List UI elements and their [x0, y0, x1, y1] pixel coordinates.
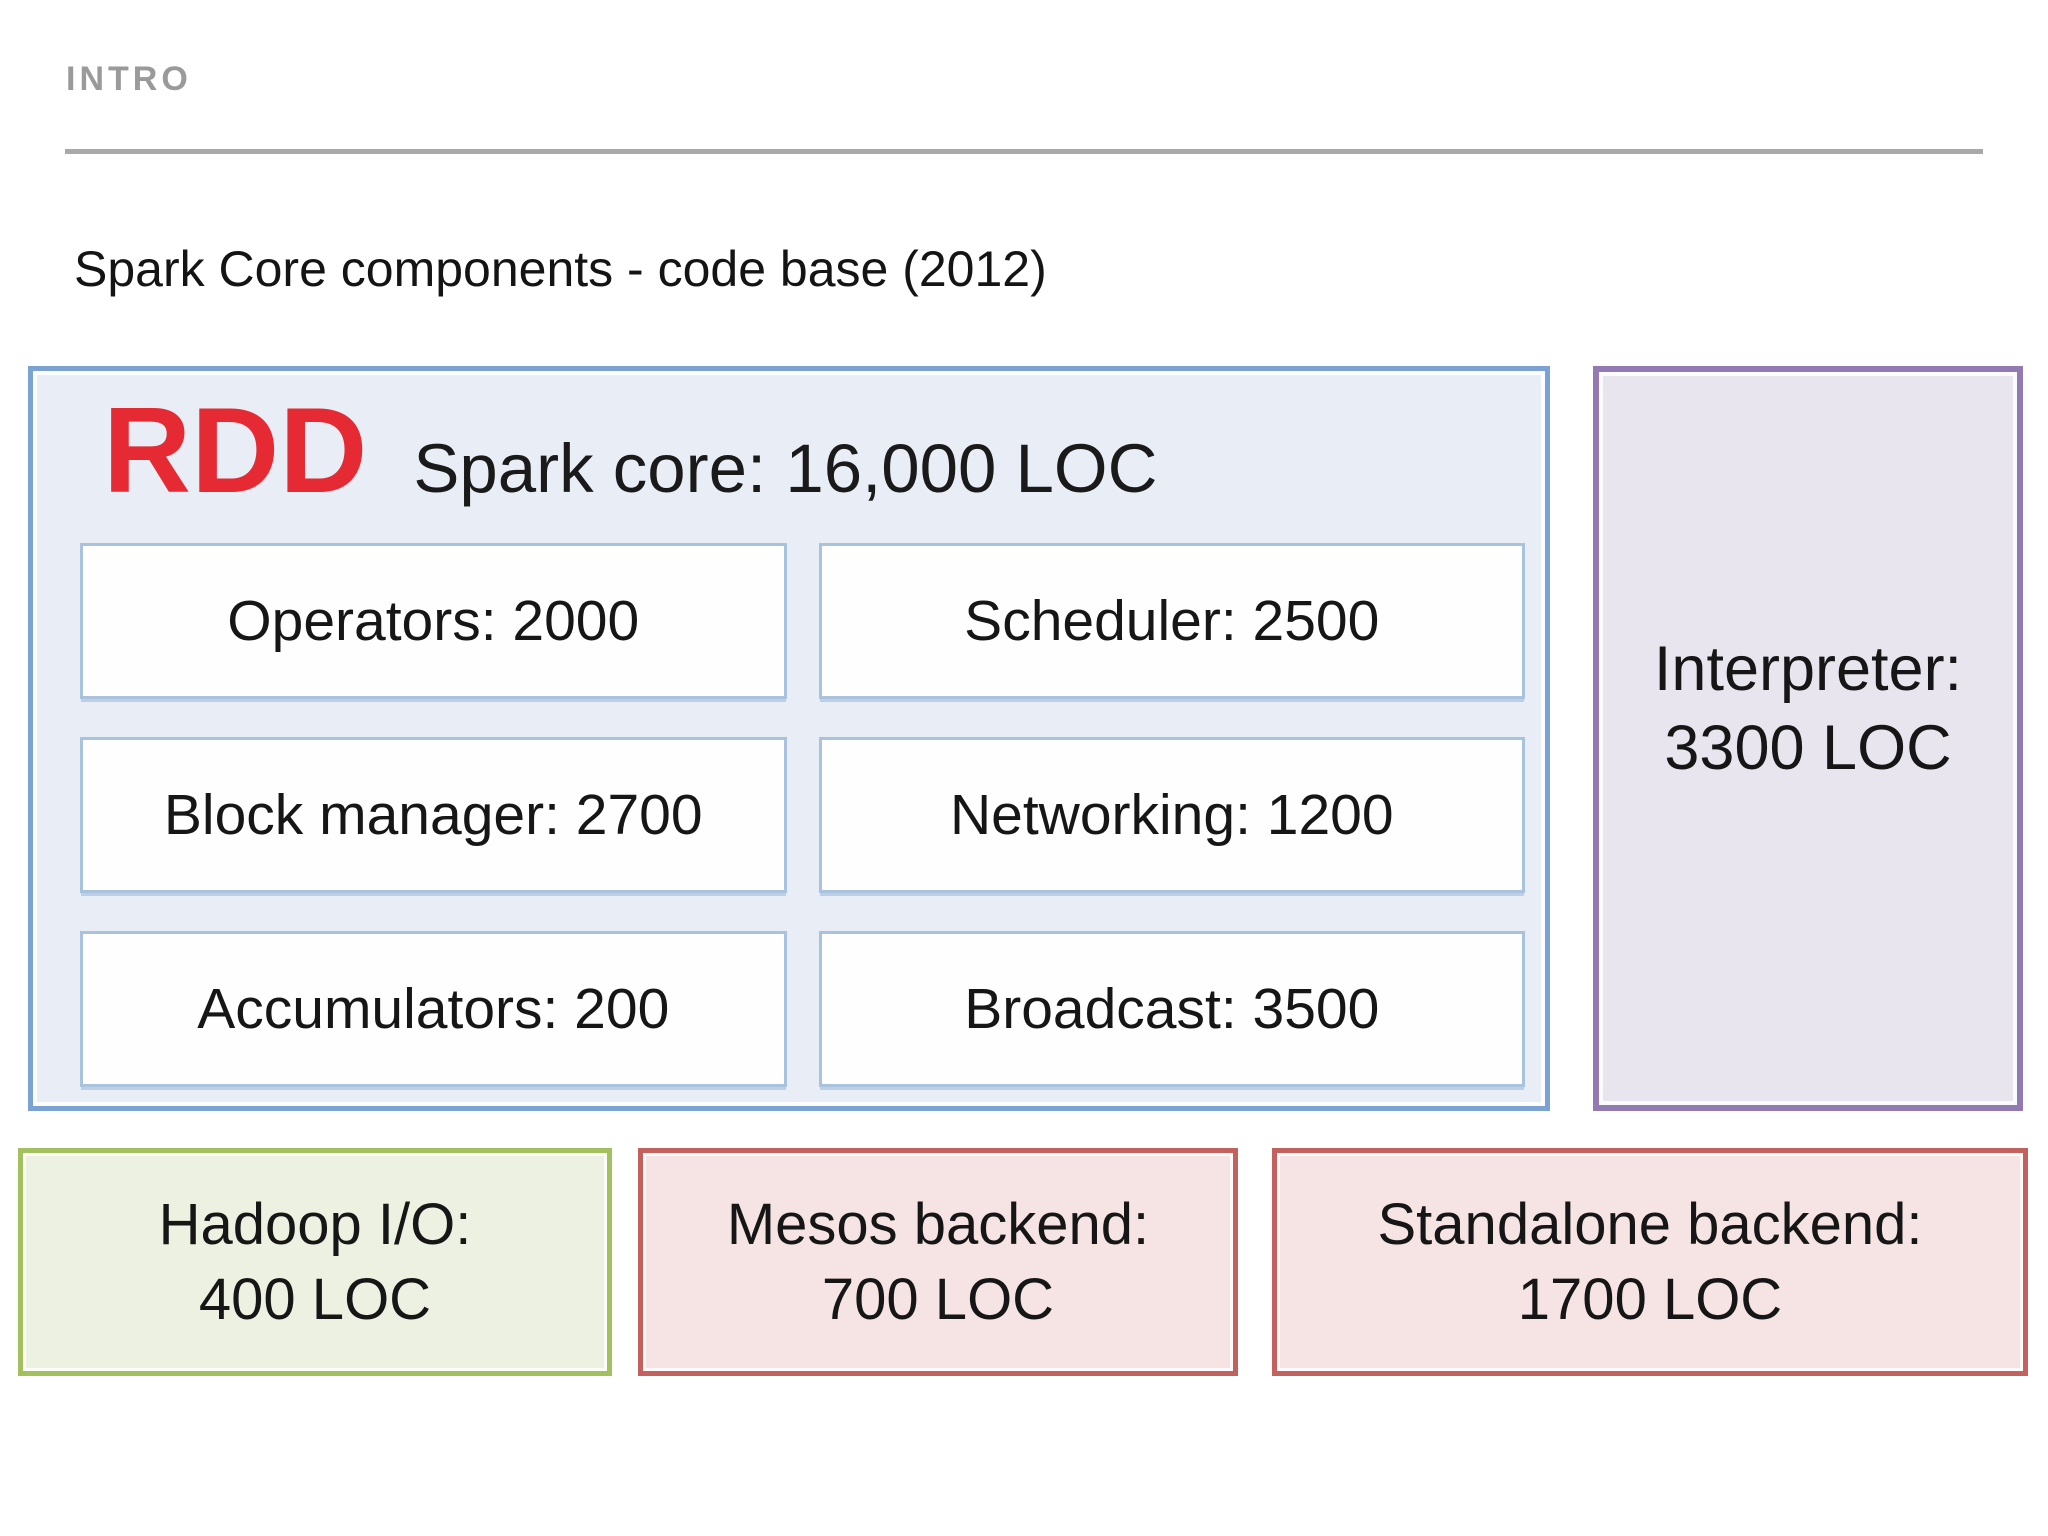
component-box-operators: Operators: 2000 — [80, 543, 787, 699]
mesos-backend-label-line2: 700 LOC — [821, 1267, 1055, 1332]
interpreter-box: Interpreter: 3300 LOC — [1593, 366, 2023, 1111]
component-box-block-manager: Block manager: 2700 — [80, 737, 787, 893]
hadoop-io-label-line2: 400 LOC — [198, 1267, 432, 1332]
component-box-broadcast: Broadcast: 3500 — [818, 931, 1525, 1087]
interpreter-label-line2: 3300 LOC — [1664, 712, 1952, 783]
component-box-networking: Networking: 1200 — [818, 737, 1525, 893]
hadoop-io-box: Hadoop I/O: 400 LOC — [18, 1148, 612, 1376]
spark-core-loc-label: Spark core: 16,000 LOC — [413, 430, 1158, 507]
spark-core-heading: RDD Spark core: 16,000 LOC — [103, 389, 1157, 511]
component-box-accumulators: Accumulators: 200 — [80, 931, 787, 1087]
rdd-label: RDD — [103, 382, 368, 518]
component-grid: Operators: 2000 Scheduler: 2500 Block ma… — [80, 543, 1525, 1087]
mesos-backend-label-line1: Mesos backend: — [726, 1191, 1150, 1257]
spark-core-box: RDD Spark core: 16,000 LOC Operators: 20… — [28, 366, 1550, 1111]
component-box-scheduler: Scheduler: 2500 — [818, 543, 1525, 699]
mesos-backend-box: Mesos backend: 700 LOC — [638, 1148, 1238, 1376]
header-divider — [65, 149, 1983, 154]
hadoop-io-label-line1: Hadoop I/O: — [158, 1191, 472, 1257]
standalone-backend-label-line2: 1700 LOC — [1517, 1267, 1783, 1332]
section-eyebrow: INTRO — [66, 60, 192, 98]
standalone-backend-box: Standalone backend: 1700 LOC — [1272, 1148, 2028, 1376]
interpreter-label-line1: Interpreter: — [1653, 633, 1963, 704]
slide-title: Spark Core components - code base (2012) — [74, 241, 1047, 297]
standalone-backend-label-line1: Standalone backend: — [1377, 1191, 1923, 1257]
